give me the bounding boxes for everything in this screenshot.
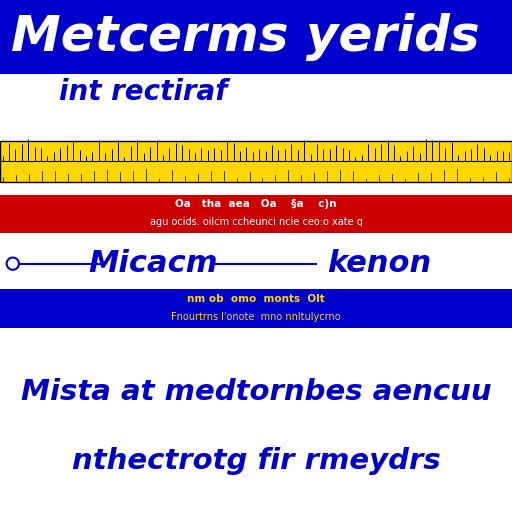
Text: nthectrotg fir rmeydrs: nthectrotg fir rmeydrs: [72, 447, 440, 475]
Bar: [0, 289, 512, 328]
Text: agu ocids. oilcm ccheunci ncie ceo:o xate q: agu ocids. oilcm ccheunci ncie ceo:o xat…: [150, 217, 362, 227]
Text: Mista at medtornbes aencuu: Mista at medtornbes aencuu: [20, 378, 492, 406]
Bar: [0, 0, 512, 74]
Text: Oa   tha  aea   Oa    §a    c)n: Oa tha aea Oa §a c)n: [175, 199, 337, 209]
Text: Metcerms yerids: Metcerms yerids: [11, 13, 480, 61]
Text: int rectiraf: int rectiraf: [59, 78, 227, 106]
Text: Fnourtrns l'onote  mno nnltulycrno: Fnourtrns l'onote mno nnltulycrno: [171, 312, 341, 322]
Bar: [0, 141, 512, 182]
Text: kenon: kenon: [327, 249, 431, 278]
Text: nm ob  omo  monts  Olt: nm ob omo monts Olt: [187, 294, 325, 304]
Text: Micacm: Micacm: [89, 249, 218, 278]
Bar: [0, 195, 512, 233]
